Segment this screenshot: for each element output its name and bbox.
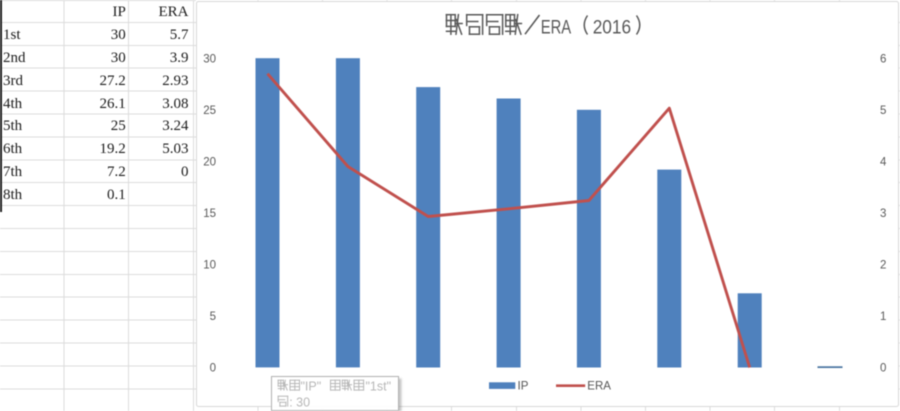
svg-text:6: 6: [880, 53, 886, 65]
svg-text:"IP": "IP": [301, 379, 322, 393]
svg-text:10: 10: [203, 260, 216, 272]
svg-text:2: 2: [880, 260, 886, 272]
svg-text:: 30: : 30: [289, 395, 310, 409]
svg-text:ERA: ERA: [587, 381, 611, 393]
svg-text:3: 3: [880, 208, 886, 220]
svg-text:IP: IP: [518, 381, 529, 393]
svg-text:5: 5: [880, 105, 886, 117]
svg-text:4: 4: [880, 156, 887, 168]
svg-text:1: 1: [880, 311, 886, 323]
svg-text:0: 0: [210, 363, 216, 375]
svg-text:15: 15: [203, 208, 216, 220]
svg-text:25: 25: [203, 105, 216, 117]
svg-text:ERA: ERA: [541, 18, 572, 39]
svg-text:0: 0: [880, 363, 886, 375]
svg-text:2016: 2016: [593, 18, 632, 39]
svg-text:20: 20: [203, 156, 216, 168]
svg-text:5: 5: [210, 311, 216, 323]
svg-text:"1st": "1st": [366, 379, 392, 393]
svg-text:30: 30: [203, 53, 216, 65]
